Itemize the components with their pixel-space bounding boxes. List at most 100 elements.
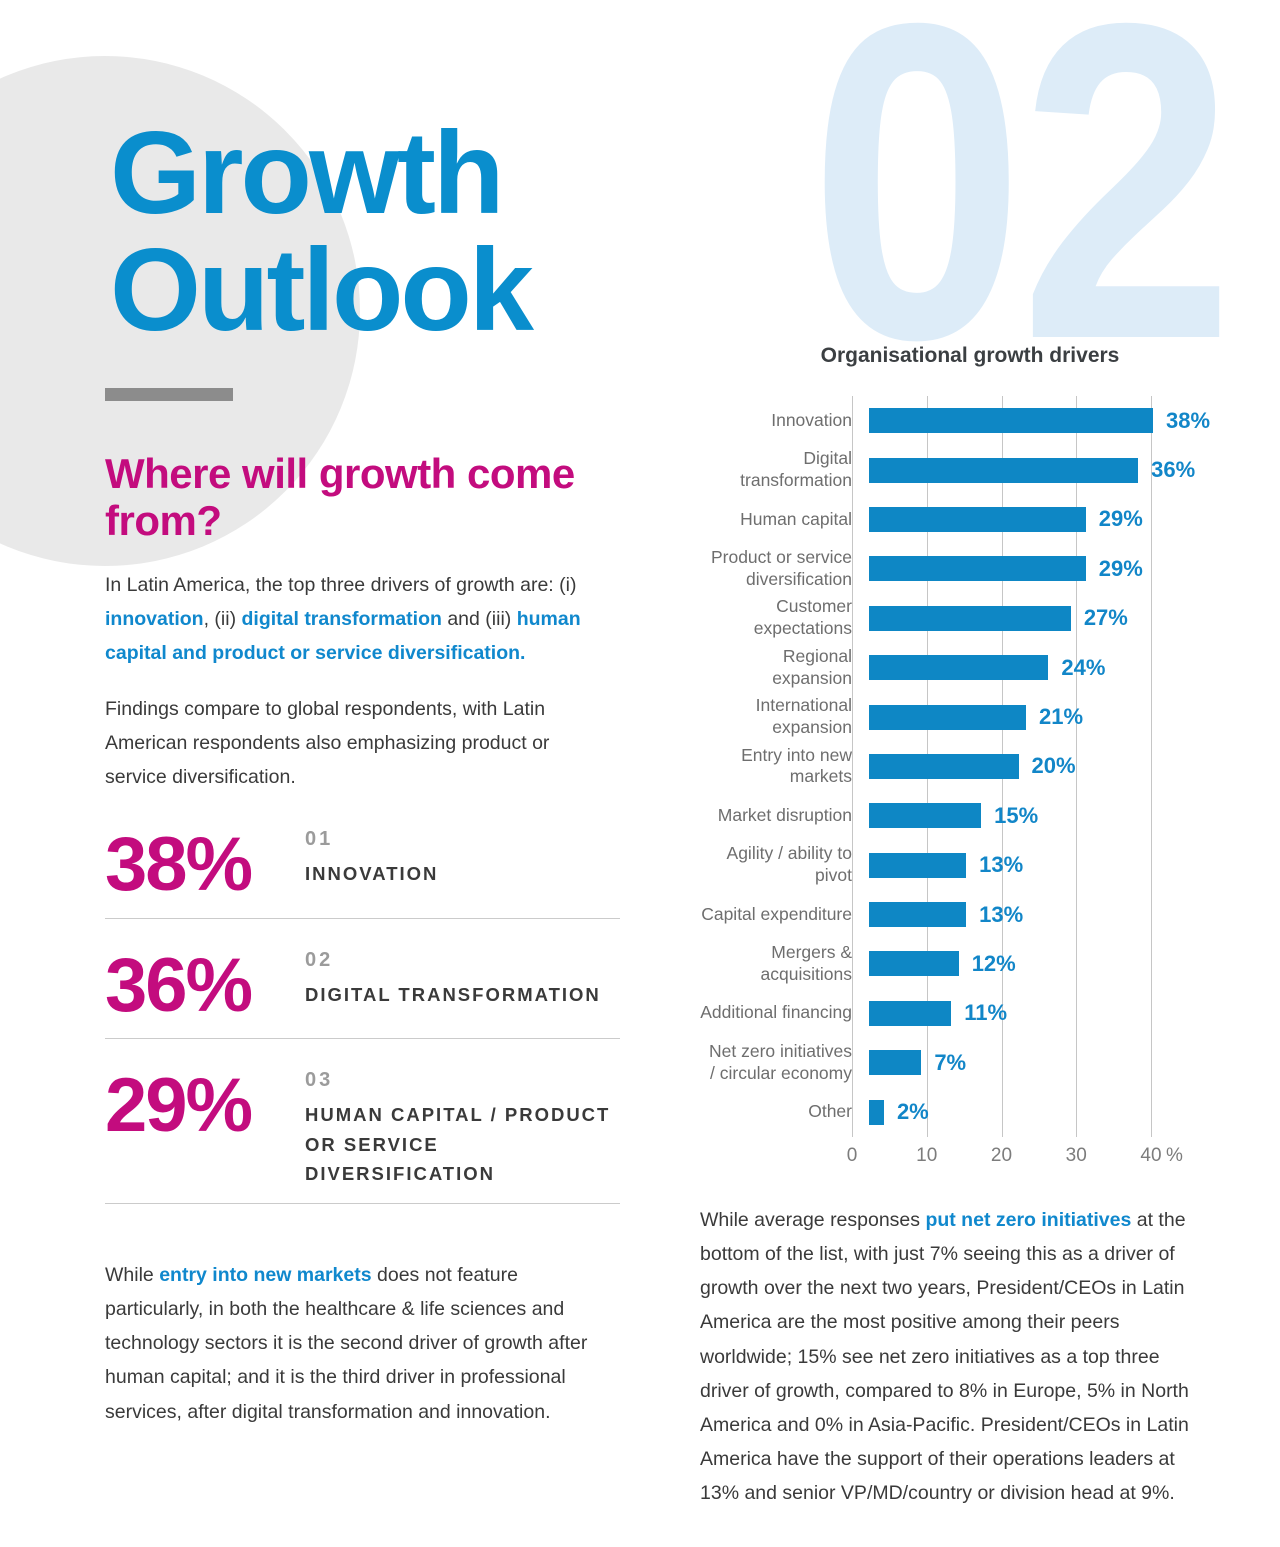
stat-row-digital-transformation: 36% 02 DIGITAL TRANSFORMATION — [105, 919, 620, 1040]
category-label: Agility / ability to pivot — [726, 843, 852, 886]
bar — [869, 1099, 884, 1125]
x-axis-unit: % — [1166, 1145, 1183, 1166]
bar — [869, 457, 1139, 483]
bar — [869, 902, 967, 928]
top-drivers-stats: 38% 01 INNOVATION 36% 02 DIGITAL TRANSFO… — [105, 820, 620, 1204]
stat-label: HUMAN CAPITAL / PRODUCT OR SERVICE DIVER… — [305, 1104, 611, 1185]
stat-value: 36% — [105, 942, 253, 1028]
stat-info: 03 HUMAN CAPITAL / PRODUCT OR SERVICE DI… — [305, 1067, 620, 1189]
category-label: Market disruption — [717, 804, 852, 825]
chart-row: Human capital 29% — [700, 495, 1240, 544]
chart-row: Other 2% — [700, 1087, 1240, 1136]
bar-value-label: 29% — [1098, 506, 1143, 532]
intro-highlight-human-capital: human capital and product or service div… — [105, 608, 581, 665]
paragraph-text: While average responses — [700, 1209, 926, 1231]
x-axis-tick: 20 — [990, 1145, 1013, 1166]
new-markets-paragraph: While entry into new markets does not fe… — [105, 1258, 610, 1429]
bar-value-label: 24% — [1061, 654, 1106, 680]
chart-row: Agility / ability to pivot 13% — [700, 841, 1240, 890]
chart-row: Market disruption 15% — [700, 791, 1240, 840]
intro-text: , (ii) — [203, 608, 242, 631]
intro-highlight-innovation: innovation — [105, 608, 204, 631]
stat-label: DIGITAL TRANSFORMATION — [305, 983, 601, 1005]
chart-row: Digital transformation 36% — [700, 445, 1240, 494]
bar — [869, 1050, 922, 1076]
question-heading: Where will growth come from? — [105, 450, 575, 545]
category-label: Product or service diversification — [710, 546, 852, 589]
chart-row: Regional expansion 24% — [700, 643, 1240, 692]
category-label: International expansion — [755, 695, 852, 738]
bar-value-label: 29% — [1098, 555, 1143, 581]
stat-rank: 02 — [305, 948, 334, 971]
intro-text: In Latin America, the top three drivers … — [105, 574, 577, 596]
bar-value-label: 38% — [1166, 407, 1211, 433]
bar-value-label: 21% — [1038, 704, 1084, 730]
x-axis-tick: 30 — [1065, 1145, 1087, 1166]
paragraph-text: at the bottom of the list, with just 7% … — [700, 1209, 1189, 1504]
bar-value-label: 15% — [994, 802, 1039, 828]
stat-info: 01 INNOVATION — [305, 826, 620, 889]
chart-row: Net zero initiatives / circular economy 7… — [700, 1038, 1240, 1087]
chart-row: Customer expectations 27% — [700, 594, 1240, 643]
bar-value-label: 13% — [979, 901, 1024, 927]
intro-highlight-digital-transformation: digital transformation — [241, 608, 442, 631]
x-axis: 0 10 20 30 40% — [700, 1145, 1240, 1175]
chart-row: Capital expenditure 13% — [700, 890, 1240, 939]
bar-value-label: 2% — [896, 1099, 929, 1125]
bar — [869, 655, 1049, 681]
bar-value-label: 11% — [964, 1000, 1008, 1026]
paragraph-text: While — [105, 1264, 160, 1286]
stat-row-innovation: 38% 01 INNOVATION — [105, 820, 620, 919]
x-axis-tick: 10 — [916, 1145, 938, 1166]
stat-rank: 01 — [305, 828, 334, 850]
page-title: Growth Outlook — [110, 107, 534, 355]
findings-paragraph: Findings compare to global respondents, … — [105, 698, 550, 789]
stat-value: 29% — [105, 1063, 253, 1149]
gridline — [1151, 396, 1152, 1137]
category-label: Customer expectations — [753, 596, 852, 639]
category-label: Capital expenditure — [701, 903, 852, 924]
category-label: Entry into new markets — [741, 744, 852, 787]
intro-text: and (iii) — [441, 608, 517, 631]
page-title-line1: Growth — [110, 107, 504, 238]
gridline — [1076, 396, 1078, 1137]
stat-value: 38% — [105, 822, 253, 907]
bar-value-label: 7% — [934, 1049, 967, 1075]
chart-title: Organisational growth drivers — [820, 344, 1120, 367]
growth-drivers-chart: Organisational growth drivers Innovation… — [700, 344, 1240, 1186]
category-label: Other — [808, 1101, 852, 1122]
bar — [869, 1000, 952, 1026]
bar — [869, 753, 1019, 779]
bar — [869, 951, 959, 977]
bar-value-label: 20% — [1031, 753, 1076, 779]
chart-row: Additional financing 11% — [700, 989, 1240, 1038]
intro-paragraph: In Latin America, the top three drivers … — [105, 568, 630, 670]
bar-value-label: 12% — [971, 950, 1016, 976]
gridline — [852, 396, 853, 1137]
page-title-line2: Outlook — [110, 224, 534, 355]
chart-row: Entry into new markets 20% — [700, 742, 1240, 791]
highlight-entry-into-new-markets: entry into new markets — [159, 1264, 372, 1286]
category-label: Digital transformation — [740, 448, 852, 491]
section-number: 02 — [809, 0, 1235, 433]
highlight-net-zero-initiatives: put net zero initiatives — [925, 1209, 1132, 1231]
bar — [869, 408, 1154, 434]
stat-rank: 03 — [305, 1069, 334, 1092]
category-label: Additional financing — [700, 1002, 852, 1023]
chart-row: Product or service diversification 29% — [700, 544, 1240, 593]
stat-row-human-capital: 29% 03 HUMAN CAPITAL / PRODUCT OR SERVIC… — [105, 1039, 620, 1204]
bar — [869, 605, 1071, 631]
category-label: Human capital — [740, 508, 852, 529]
category-label: Innovation — [771, 409, 852, 430]
stat-label: INNOVATION — [305, 863, 439, 884]
title-rule — [105, 388, 233, 401]
category-label: Regional expansion — [772, 645, 852, 688]
paragraph-text: does not feature particularly, in both t… — [105, 1264, 588, 1423]
bar-value-label: 36% — [1151, 457, 1196, 483]
x-axis-tick: 0 — [846, 1145, 858, 1166]
bar — [869, 704, 1026, 730]
bar — [869, 556, 1086, 582]
chart-row: Mergers & acquisitions 12% — [700, 939, 1240, 988]
category-label: Net zero initiatives / circular economy — [709, 1040, 852, 1083]
